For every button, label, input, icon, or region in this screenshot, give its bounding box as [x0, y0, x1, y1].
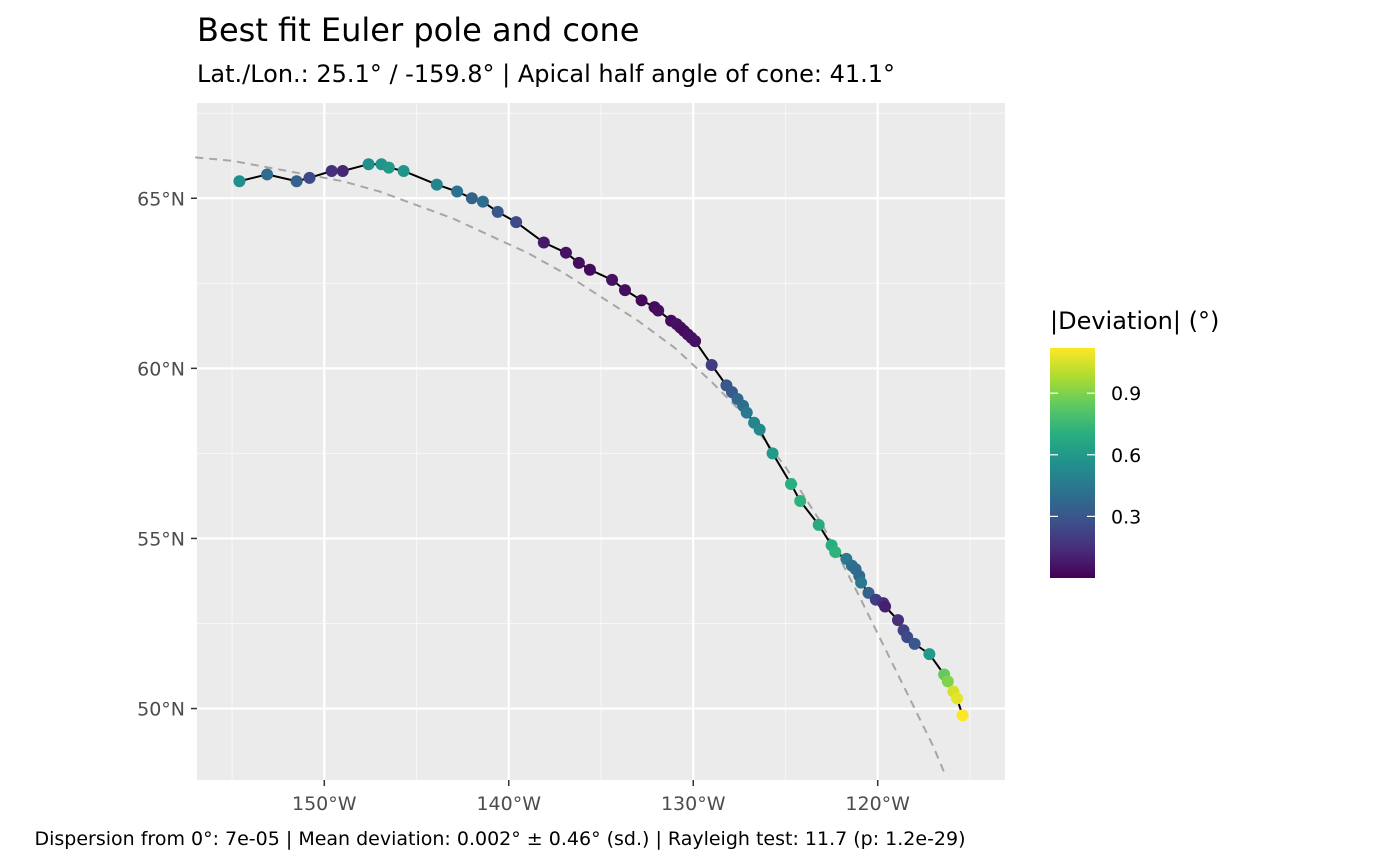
data-point [325, 165, 338, 178]
data-point [753, 423, 766, 436]
colorbar-legend: |Deviation| (°) 0.3 0.6 0.9 [1050, 307, 1219, 578]
data-point [879, 600, 892, 613]
data-point [956, 709, 969, 722]
data-point [855, 576, 868, 589]
cone-layer [195, 156, 947, 777]
data-point [705, 358, 718, 371]
grid-major [197, 103, 1005, 780]
data-point [951, 692, 964, 705]
x-tick-label: 130°W [661, 793, 726, 815]
colorbar-label: 0.6 [1111, 445, 1141, 467]
colorbar-ticks: 0.3 0.6 0.9 [1050, 383, 1141, 528]
y-tick-label: 50°N [137, 699, 185, 721]
x-tick-label: 150°W [292, 793, 357, 815]
data-point [233, 175, 246, 188]
grid-minor [197, 103, 1005, 780]
cone-dashed-line [195, 156, 947, 777]
data-point [941, 675, 954, 688]
data-point [336, 165, 349, 178]
data-point [559, 246, 572, 259]
data-point [382, 161, 395, 174]
chart-subtitle: Lat./Lon.: 25.1° / -159.8° | Apical half… [197, 60, 895, 88]
x-tick-label: 120°W [845, 793, 910, 815]
data-point [303, 171, 316, 184]
data-point [583, 263, 596, 276]
data-point [572, 256, 585, 269]
data-point [606, 273, 619, 286]
legend-title: |Deviation| (°) [1050, 307, 1219, 335]
data-point [635, 294, 648, 307]
data-point [537, 236, 550, 249]
data-point [689, 335, 702, 348]
data-point [794, 495, 807, 508]
data-point [491, 205, 504, 218]
data-point [261, 168, 274, 181]
data-point [362, 158, 375, 171]
data-point [766, 447, 779, 460]
y-tick-label: 65°N [137, 188, 185, 210]
x-axis: 150°W 140°W 130°W 120°W [292, 780, 910, 815]
data-point [740, 406, 753, 419]
chart-caption: Dispersion from 0°: 7e-05 | Mean deviati… [34, 828, 965, 850]
data-point [923, 648, 936, 661]
y-tick-label: 60°N [137, 358, 185, 380]
data-point [812, 518, 825, 531]
y-tick-label: 55°N [137, 528, 185, 550]
colorbar [1050, 348, 1095, 578]
data-point [430, 178, 443, 191]
data-point [510, 216, 523, 229]
data-point [829, 546, 842, 559]
data-point [290, 175, 303, 188]
colorbar-label: 0.3 [1111, 506, 1141, 528]
colorbar-label: 0.9 [1111, 383, 1141, 405]
data-point [785, 478, 798, 491]
data-point [465, 192, 478, 205]
chart-title: Best fit Euler pole and cone [197, 11, 639, 49]
data-point [908, 637, 921, 650]
data-point [892, 614, 905, 627]
points-layer [233, 158, 969, 722]
y-axis: 50°N 55°N 60°N 65°N [137, 188, 197, 721]
data-point [451, 185, 464, 198]
data-point [618, 284, 631, 297]
data-point [476, 195, 489, 208]
x-tick-label: 140°W [476, 793, 541, 815]
data-point [652, 304, 665, 317]
data-point [397, 165, 410, 178]
